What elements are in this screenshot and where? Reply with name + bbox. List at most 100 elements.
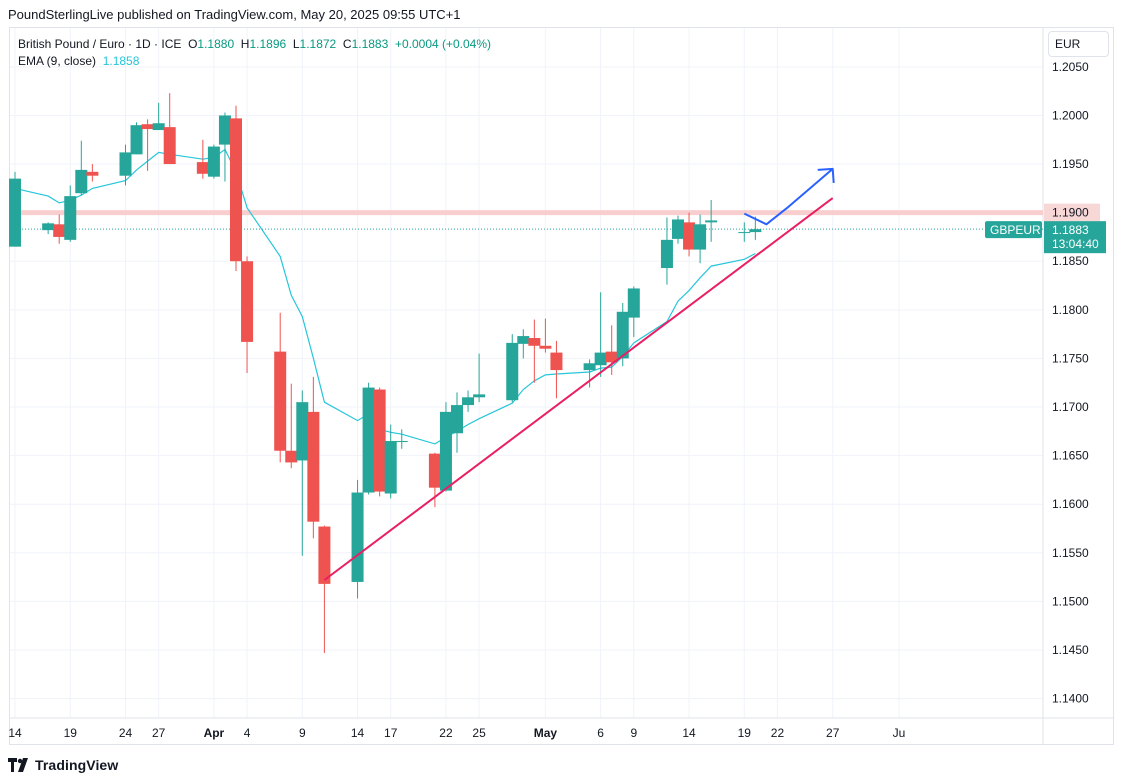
candle-down	[550, 340, 563, 399]
candle-body	[351, 492, 364, 582]
y-tick-label: 1.1550	[1052, 546, 1089, 560]
x-tick-label: 6	[597, 726, 604, 740]
candle-body	[196, 162, 209, 174]
candle-up	[583, 359, 596, 388]
projection-path	[743, 168, 834, 226]
publish-caption: PoundSterlingLive published on TradingVi…	[8, 7, 461, 22]
candle-body	[307, 411, 320, 522]
candle-body	[241, 261, 254, 342]
ema-value: 1.1858	[102, 54, 140, 68]
price-axis: 1.2050 1.2000 1.1950 1.1900 1.1850 1.1800 1.17…	[1052, 60, 1089, 706]
candle-down	[683, 212, 696, 257]
candle-body	[318, 526, 331, 584]
candle-up	[594, 292, 607, 377]
candle-body	[428, 453, 441, 488]
x-tick-label: 17	[384, 726, 398, 740]
trendline-group	[323, 197, 834, 581]
x-tick-label: 14	[351, 726, 365, 740]
candle-body	[749, 229, 762, 233]
candle-body	[395, 441, 408, 443]
resistance-zone	[10, 210, 1043, 216]
candle-body	[672, 219, 684, 239]
x-tick-label: 9	[299, 726, 306, 740]
x-tick-label: Ju	[893, 726, 906, 740]
candle-body	[738, 232, 751, 234]
countdown-label: 13:04:40	[1052, 237, 1099, 251]
candle-down	[163, 93, 176, 165]
candle-down	[230, 105, 242, 271]
time-axis: 14 19 24 27 Apr 4 9 14 17 22 25 May 6 9 14 19 22 27 Ju	[8, 726, 905, 740]
x-tick-label: 27	[826, 726, 840, 740]
resistance-band	[10, 210, 1043, 216]
candle-body	[462, 397, 475, 406]
candle-up	[351, 479, 364, 599]
tradingview-footer[interactable]: TradingView	[8, 755, 118, 775]
open-value: 1.1880	[197, 37, 235, 51]
y-tick-label: 1.1650	[1052, 449, 1089, 463]
x-tick-label: 14	[682, 726, 696, 740]
candle-body	[9, 178, 21, 247]
y-tick-label: 1.1800	[1052, 303, 1089, 317]
y-tick-label: 1.1700	[1052, 400, 1089, 414]
x-tick-label: 19	[64, 726, 78, 740]
candle-body	[605, 351, 618, 363]
candle-up	[517, 329, 530, 359]
candle-down	[373, 387, 386, 497]
candle-body	[86, 171, 99, 176]
candle-body	[660, 239, 673, 269]
low-value: 1.1872	[299, 37, 337, 51]
candle-up	[218, 112, 231, 182]
candle-up	[749, 216, 762, 240]
symbol-tag-box	[985, 221, 1042, 239]
candle-body	[53, 224, 66, 237]
candle-up	[705, 200, 718, 242]
candle-body	[627, 288, 640, 318]
candle-down	[307, 376, 320, 539]
candle-up	[207, 144, 220, 179]
ema-row[interactable]: EMA (9, close) 1.1858	[18, 53, 491, 70]
candle-body	[506, 342, 519, 401]
candle-body	[285, 450, 298, 463]
resistance-level-tag	[1044, 203, 1100, 222]
y-tick-label: 1.2000	[1052, 108, 1089, 122]
candle-down	[285, 383, 298, 469]
candle-up	[152, 102, 165, 131]
ohlc-row: British Pound / Euro · 1D · ICE O1.1880 …	[18, 36, 491, 53]
x-tick-label: 22	[439, 726, 453, 740]
candle-body	[373, 389, 386, 492]
candle-up	[75, 140, 88, 196]
candle-body	[705, 220, 718, 223]
open-label: O	[188, 37, 198, 51]
y-tick-label: 1.1750	[1052, 351, 1089, 365]
candle-up	[384, 424, 397, 499]
candle-up	[395, 429, 408, 449]
ema-label: EMA (9, close)	[18, 54, 97, 68]
candle-body	[384, 441, 397, 494]
candle-down	[274, 312, 287, 463]
candle-body	[594, 352, 607, 366]
support-trendline	[323, 197, 834, 581]
y-tick-label: 1.1850	[1052, 254, 1089, 268]
candle-up	[672, 215, 684, 244]
candle-body	[539, 345, 552, 349]
x-tick-label: 4	[244, 726, 251, 740]
candle-up	[119, 144, 132, 186]
x-tick-label: 22	[771, 726, 785, 740]
candle-up	[473, 353, 486, 403]
candle-body	[130, 125, 143, 155]
low-label: L	[292, 37, 300, 51]
high-label: H	[240, 37, 250, 51]
currency-selector[interactable]: EUR	[1048, 31, 1109, 57]
chart-frame	[9, 27, 1114, 745]
candle-up	[9, 171, 21, 247]
candle-up	[42, 222, 55, 235]
y-tick-label: 1.1950	[1052, 157, 1089, 171]
candle-body	[163, 127, 176, 165]
symbol-title[interactable]: British Pound / Euro · 1D · ICE	[18, 37, 182, 51]
candles	[9, 93, 762, 653]
x-tick-label: May	[534, 726, 558, 740]
candle-body	[517, 336, 530, 344]
candle-down	[539, 318, 552, 353]
